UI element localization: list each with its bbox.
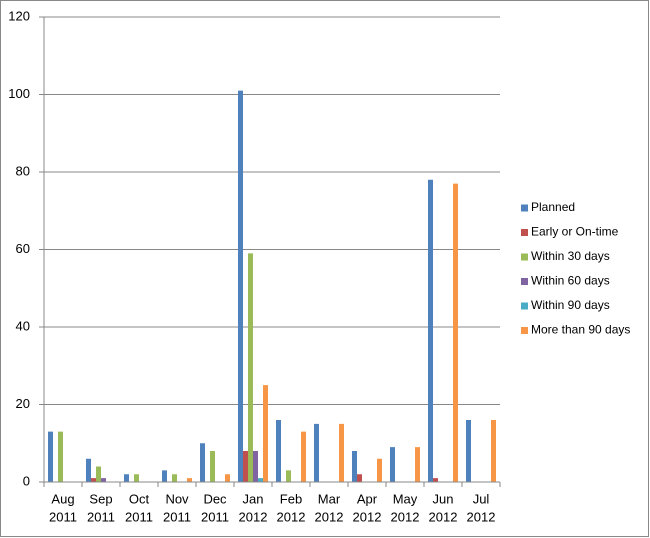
legend-label: Within 30 days [531, 249, 610, 263]
x-tick-label: 2012 [277, 509, 306, 524]
bar [134, 474, 139, 482]
bar [352, 451, 357, 482]
x-tick-label: May [393, 491, 418, 506]
y-tick-label: 80 [16, 163, 30, 178]
x-tick-label: 2012 [429, 509, 458, 524]
bar [314, 423, 319, 482]
x-tick-label: 2012 [467, 509, 496, 524]
bar [187, 478, 192, 482]
legend-swatch [521, 278, 528, 285]
bar [124, 474, 129, 482]
x-tick-label: Feb [280, 491, 302, 506]
bar [210, 451, 215, 482]
bar [276, 420, 281, 482]
bar [200, 443, 205, 482]
bar [339, 423, 344, 482]
y-tick-label: 120 [8, 8, 30, 23]
legend-label: Planned [531, 200, 575, 214]
bar [433, 478, 438, 482]
x-tick-label: 2011 [49, 509, 77, 524]
legend-label: Early or On-time [531, 225, 619, 239]
x-tick-label: 2011 [163, 509, 191, 524]
x-tick-label: Jul [473, 491, 490, 506]
x-tick-label: Apr [357, 491, 378, 506]
bar [225, 474, 230, 482]
bar [466, 420, 471, 482]
x-tick-label: Oct [129, 491, 150, 506]
bar [415, 447, 420, 482]
bar [377, 458, 382, 482]
bar [162, 470, 167, 482]
bar [253, 451, 258, 482]
bar [238, 90, 243, 482]
bar [91, 478, 96, 482]
bar [101, 478, 106, 482]
x-tick-label: 2011 [125, 509, 153, 524]
legend-swatch [521, 327, 528, 334]
bar [258, 478, 263, 482]
x-tick-label: 2011 [87, 509, 115, 524]
bar [248, 253, 253, 482]
bar [286, 470, 291, 482]
y-tick-label: 0 [23, 473, 30, 488]
x-tick-label: Jan [243, 491, 264, 506]
bar [172, 474, 177, 482]
bar [58, 431, 63, 482]
legend-swatch [521, 302, 528, 310]
x-tick-label: 2012 [353, 509, 382, 524]
x-tick-label: 2012 [391, 509, 420, 524]
y-tick-label: 20 [16, 396, 30, 411]
bar [491, 420, 496, 482]
x-tick-label: 2011 [201, 509, 229, 524]
legend-label: Within 60 days [531, 274, 610, 288]
bar [428, 179, 433, 482]
x-tick-label: 2012 [315, 509, 344, 524]
y-tick-label: 40 [16, 318, 30, 333]
bar [48, 431, 53, 482]
legend-swatch [521, 229, 528, 236]
bar [96, 466, 101, 482]
y-tick-label: 100 [8, 86, 30, 101]
bar [357, 474, 362, 482]
bar [263, 385, 268, 482]
x-tick-label: Dec [203, 491, 227, 506]
y-tick-label: 60 [16, 241, 30, 256]
bar [453, 183, 458, 482]
bar [301, 431, 306, 482]
x-tick-label: Mar [318, 491, 341, 506]
x-tick-label: Jun [433, 491, 454, 506]
legend-label: More than 90 days [531, 323, 630, 337]
x-tick-label: Aug [51, 491, 74, 506]
legend-label: Within 90 days [531, 298, 610, 312]
bar [86, 458, 91, 482]
bar [243, 451, 248, 482]
legend-swatch [521, 204, 528, 212]
x-tick-label: Sep [89, 491, 112, 506]
bar [390, 447, 395, 482]
legend-swatch [521, 253, 528, 261]
x-tick-label: Nov [165, 491, 189, 506]
x-tick-label: 2012 [239, 509, 268, 524]
